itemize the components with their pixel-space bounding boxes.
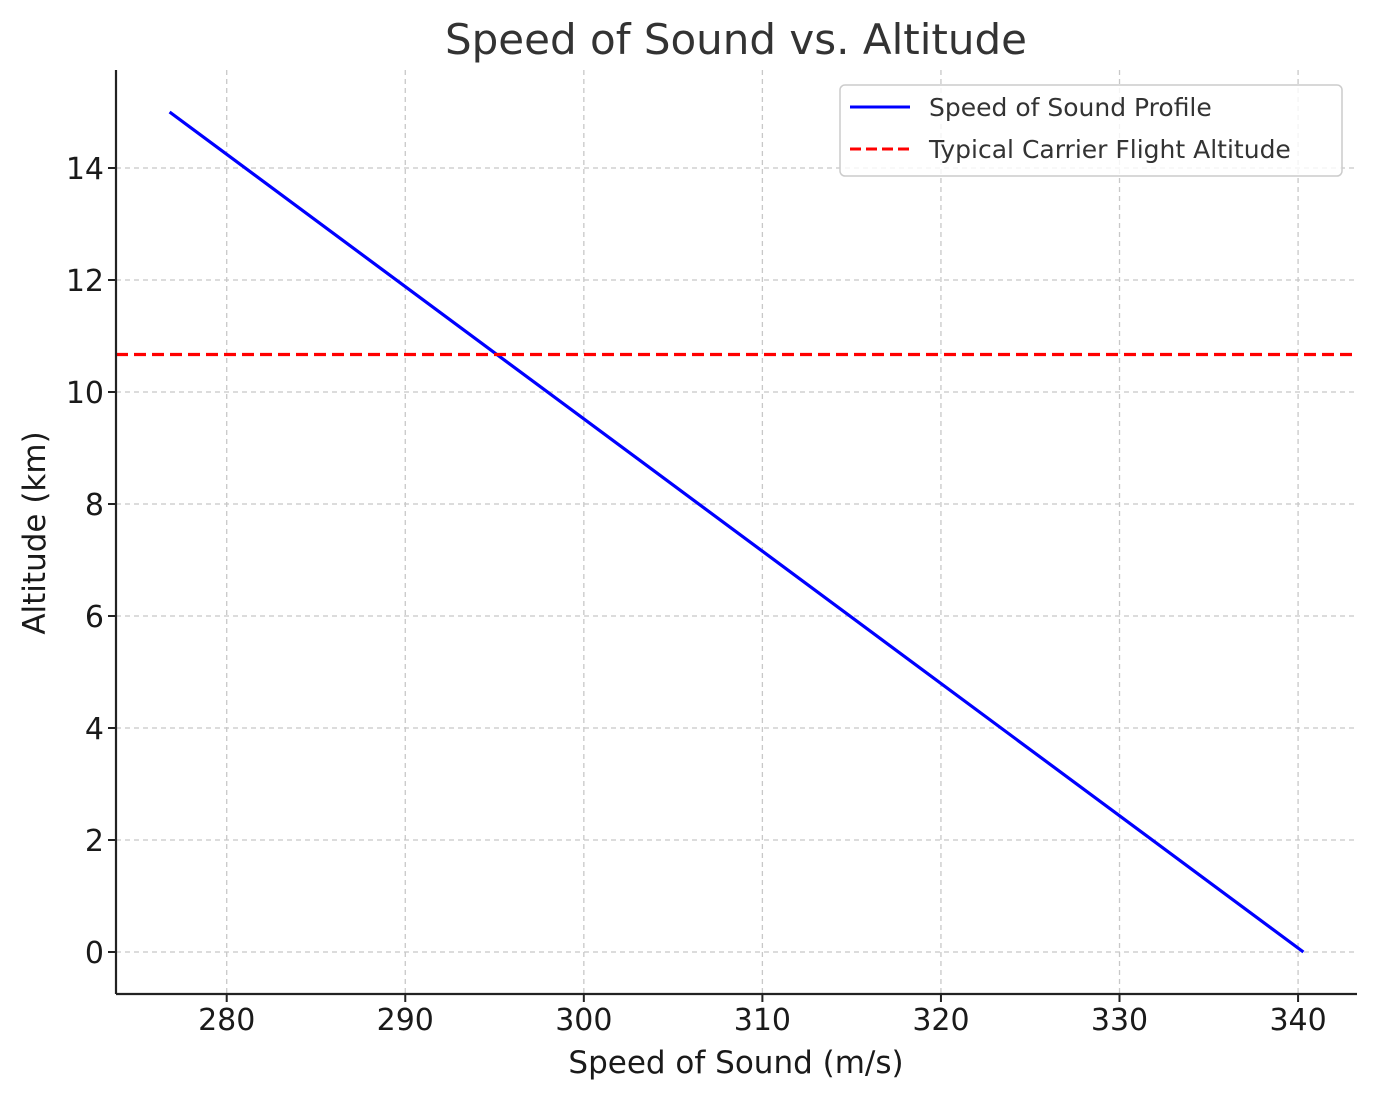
y-tick-label: 8 [85, 488, 104, 523]
x-axis-label: Speed of Sound (m/s) [568, 1045, 903, 1081]
y-tick-label: 0 [85, 936, 104, 971]
y-tick-label: 10 [66, 376, 104, 411]
chart-title: Speed of Sound vs. Altitude [445, 15, 1027, 64]
y-axis-label: Altitude (km) [17, 431, 53, 634]
legend: Speed of Sound Profile Typical Carrier F… [839, 84, 1343, 177]
x-tick-label: 300 [555, 1003, 612, 1038]
y-tick-label: 6 [85, 600, 104, 635]
legend-box [839, 84, 1343, 177]
legend-label-speed-profile: Speed of Sound Profile [929, 93, 1212, 122]
x-tick-label: 330 [1091, 1003, 1148, 1038]
y-tick-label: 12 [66, 264, 104, 299]
legend-label-carrier-altitude: Typical Carrier Flight Altitude [928, 135, 1291, 164]
y-axis-ticks: 0 2 4 6 8 10 12 14 [66, 152, 116, 971]
x-axis-ticks: 280 290 300 310 320 330 340 [198, 994, 1327, 1038]
plot-area [116, 110, 1357, 954]
speed-of-sound-line [168, 110, 1305, 954]
x-tick-label: 310 [734, 1003, 791, 1038]
grid-lines [116, 70, 1357, 994]
x-tick-label: 340 [1269, 1003, 1326, 1038]
x-tick-label: 280 [198, 1003, 255, 1038]
y-tick-label: 4 [85, 712, 104, 747]
y-tick-label: 14 [66, 152, 104, 187]
x-tick-label: 320 [912, 1003, 969, 1038]
y-tick-label: 2 [85, 824, 104, 859]
x-tick-label: 290 [377, 1003, 434, 1038]
